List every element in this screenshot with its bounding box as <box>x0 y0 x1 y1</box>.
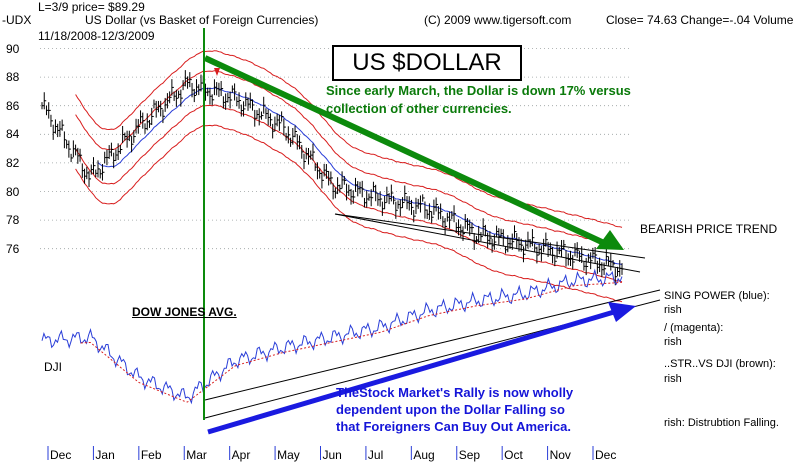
outer-upper-band <box>75 50 623 228</box>
blue-arrow-head <box>608 302 636 322</box>
green-trend-arrow <box>203 55 606 246</box>
chart-title: US Dollar (vs Basket of Foreign Currenci… <box>85 13 319 27</box>
title-box: US $DOLLAR <box>332 45 522 81</box>
y-tick-label: 78 <box>6 213 20 228</box>
market-annotation: TheStock Market's Rally is now wholly de… <box>336 384 573 435</box>
copyright-label: (C) 2009 www.tigersoft.com <box>424 13 572 27</box>
month-label: Feb <box>140 448 162 462</box>
inner-lower-band <box>75 104 623 283</box>
market-annotation-line2: dependent upon the Dollar Falling so <box>336 402 565 417</box>
month-label: Nov <box>549 448 571 462</box>
inner-upper-band <box>75 70 623 248</box>
y-tick-label: 86 <box>6 98 20 113</box>
y-tick-label: 76 <box>6 241 20 256</box>
date-range-label: 11/18/2008-12/3/2009 <box>38 29 155 43</box>
dji-upper-channel <box>204 289 661 401</box>
right-panel-line4: rish <box>664 336 682 348</box>
month-label: Mar <box>186 448 207 462</box>
market-annotation-line3: that Foreigners Can Buy Out America. <box>336 419 572 434</box>
y-tick-label: 82 <box>6 155 20 170</box>
month-label: Jun <box>322 448 342 462</box>
right-panel-line3: / (magenta): <box>664 322 724 334</box>
price-bars <box>41 70 624 286</box>
dollar-annotation: Since early March, the Dollar is down 17… <box>326 82 631 118</box>
right-panel-line1: SING POWER (blue): <box>664 290 770 302</box>
upper-trend-line <box>334 213 646 259</box>
close-change-label: Close= 74.63 Change=-.04 Volume <box>606 13 794 27</box>
month-label: May <box>277 448 300 462</box>
green-arrow-head <box>596 230 624 250</box>
month-label: Oct <box>504 448 523 462</box>
month-label: Dec <box>595 448 617 462</box>
month-label: Jan <box>95 448 115 462</box>
month-label: Apr <box>231 448 251 462</box>
right-panel-line7: rish: Distrubtion Falling. <box>664 417 779 429</box>
month-ticks <box>47 446 594 460</box>
dji-moving-average <box>80 281 623 403</box>
y-tick-label: 88 <box>6 70 20 85</box>
right-panel-line6: rish <box>664 373 682 385</box>
month-label: Sep <box>458 448 481 462</box>
y-tick-label: 84 <box>6 127 20 142</box>
market-annotation-line1: TheStock Market's Rally is now wholly <box>336 385 574 400</box>
blue-rally-arrow <box>207 309 615 435</box>
right-panel-line5: ..STR..VS DJI (brown): <box>664 358 776 370</box>
red-marker-icon <box>214 68 220 76</box>
last-price-label: L=3/9 price= $89.29 <box>38 0 145 14</box>
right-panel-line2: rish <box>664 304 682 316</box>
y-tick-label: 80 <box>6 184 20 199</box>
dollar-annotation-line2: collection of other currencies. <box>326 101 512 116</box>
trend-overlays <box>203 28 661 435</box>
month-label: Aug <box>413 448 435 462</box>
lower-trend-line <box>334 213 641 273</box>
y-tick-label: 90 <box>6 41 20 56</box>
outer-lower-band <box>75 124 623 303</box>
dollar-annotation-line1: Since early March, the Dollar is down 17… <box>326 83 631 98</box>
dji-series <box>41 268 623 405</box>
dow-jones-label: DOW JONES AVG. <box>132 305 237 319</box>
bearish-trend-label: BEARISH PRICE TREND <box>640 222 778 236</box>
symbol-label: -UDX <box>2 13 32 27</box>
dji-line <box>41 268 623 405</box>
month-label: Dec <box>50 448 72 462</box>
dji-label: DJI <box>44 360 62 374</box>
month-label: Jul <box>367 448 384 462</box>
